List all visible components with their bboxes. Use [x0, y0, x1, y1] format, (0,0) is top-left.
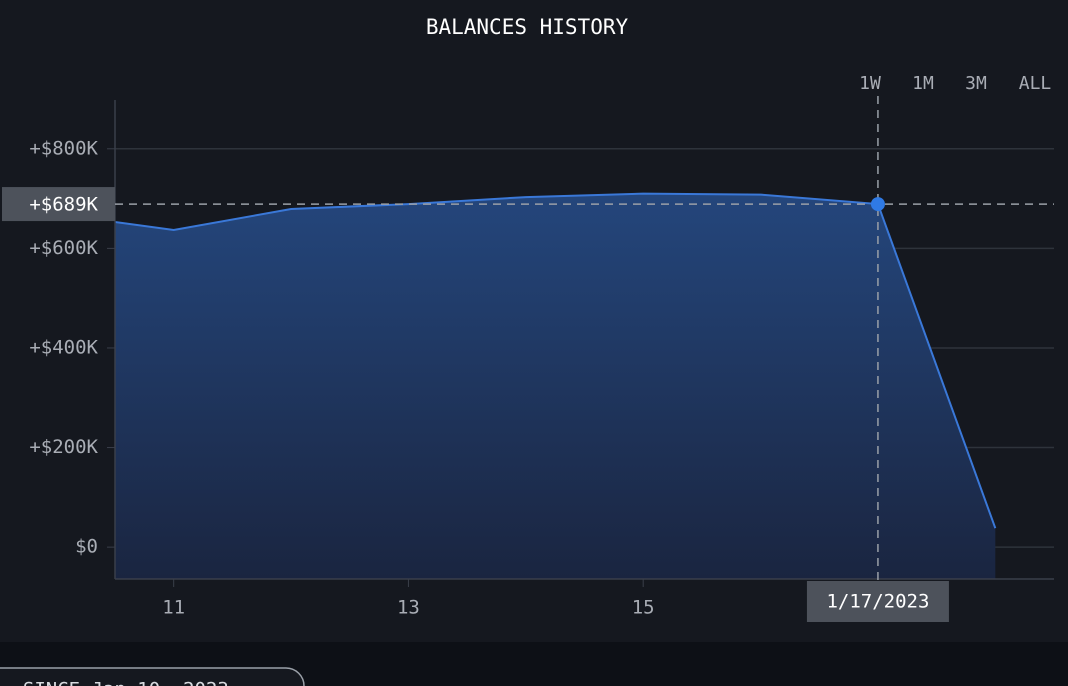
y-tick-label: +$800K: [29, 137, 98, 159]
range-button[interactable]: ALL: [1019, 73, 1052, 94]
footer-button[interactable]: ← SINCE Jan 10, 2023: [0, 679, 229, 686]
y-tick-label: $0: [75, 536, 98, 558]
range-button[interactable]: 1M: [912, 73, 934, 94]
y-label-bg: [2, 187, 115, 222]
line: [115, 192, 997, 529]
footer-button-bg[interactable]: [0, 667, 305, 686]
plot: [115, 192, 997, 579]
crosshair-x-label: 1/17/2023: [826, 591, 929, 613]
crosshair-point: [870, 197, 885, 212]
x-tick-label: 13: [397, 597, 420, 619]
area: [115, 193, 996, 579]
crosshair-y-label: +$689K: [29, 194, 98, 216]
y-tick-label: +$400K: [29, 336, 98, 358]
chart-title: BALANCES HISTORY: [426, 15, 629, 39]
x-tick-label: 11: [162, 597, 185, 619]
x-label-bg: [806, 581, 949, 622]
y-tick-label: +$200K: [29, 436, 98, 458]
range-button[interactable]: 1W: [859, 73, 881, 94]
x-tick-label: 15: [632, 597, 655, 619]
y-tick-label: +$600K: [29, 237, 98, 259]
range-button[interactable]: 3M: [965, 73, 987, 94]
